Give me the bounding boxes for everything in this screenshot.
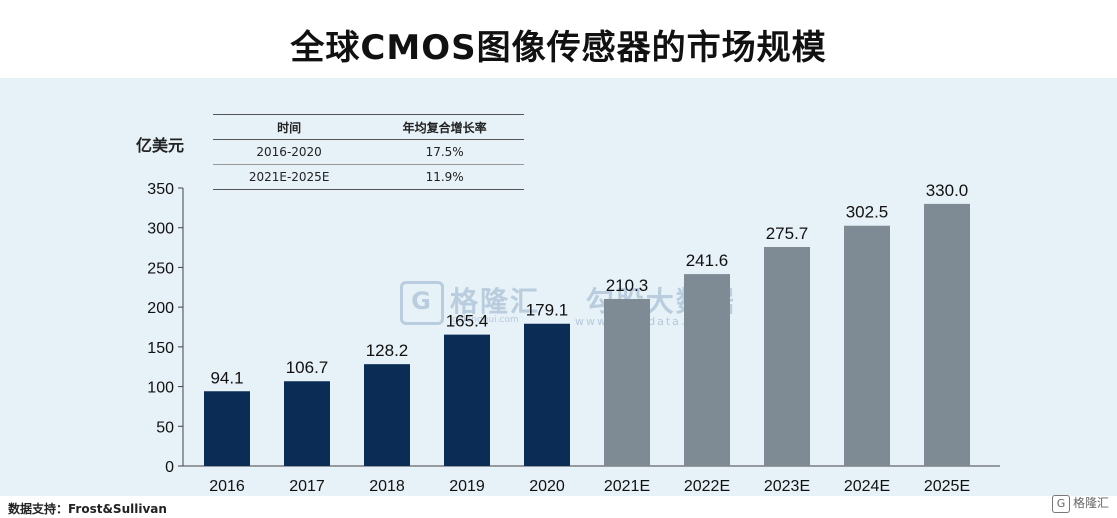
x-tick-label: 2024E: [844, 478, 890, 495]
watermark-text: 格隆汇: [450, 285, 541, 318]
x-tick-label: 2017: [289, 478, 325, 495]
bar: [524, 323, 570, 466]
x-tick-label: 2020: [529, 478, 565, 495]
watermark-logo-icon: G: [400, 281, 444, 325]
cagr-period-cell: 2016-2020: [213, 139, 366, 165]
bar-value-label: 165.4: [446, 312, 489, 331]
bar: [364, 364, 410, 466]
cagr-header-rate: 年均复合增长率: [365, 114, 524, 140]
bar: [924, 203, 970, 466]
bar-value-label: 210.3: [606, 276, 649, 295]
bar: [284, 381, 330, 466]
x-tick-label: 2019: [449, 478, 485, 495]
cagr-table-row: 2021E-2025E 11.9%: [213, 164, 524, 190]
bar-value-label: 179.1: [526, 301, 569, 320]
cagr-table: 时间 年均复合增长率 2016-2020 17.5% 2021E-2025E 1…: [213, 114, 524, 190]
bar-value-label: 128.2: [366, 341, 409, 360]
x-tick-label: 2018: [369, 478, 405, 495]
x-tick-label: 2022E: [684, 478, 730, 495]
y-tick-label: 200: [147, 300, 174, 317]
corner-logo-text: 格隆汇: [1072, 496, 1109, 510]
cagr-rate-cell: 17.5%: [365, 139, 524, 165]
x-tick-label: 2023E: [764, 478, 810, 495]
bar-value-label: 302.5: [846, 203, 889, 222]
bar-value-label: 330.0: [926, 181, 969, 200]
y-axis-unit-label: 亿美元: [136, 136, 185, 155]
bar: [604, 298, 650, 466]
y-tick-label: 250: [147, 260, 174, 277]
cagr-table-header-row: 时间 年均复合增长率: [213, 114, 524, 140]
x-tick-label: 2016: [209, 478, 245, 495]
cagr-header-period: 时间: [213, 114, 366, 140]
bar: [684, 274, 730, 466]
chart-title: 全球CMOS图像传感器的市场规模: [290, 28, 827, 68]
cagr-rate-cell: 11.9%: [365, 164, 524, 190]
corner-logo-icon: G: [1051, 494, 1070, 513]
source-note: 数据支持：Frost&Sullivan: [8, 502, 167, 516]
y-tick-label: 100: [147, 380, 174, 397]
bar: [204, 391, 250, 466]
y-tick-label: 0: [165, 459, 174, 476]
bar-value-label: 94.1: [210, 368, 243, 387]
y-tick-label: 150: [147, 340, 174, 357]
y-tick-label: 50: [156, 419, 174, 436]
bar-value-label: 106.7: [286, 358, 329, 377]
corner-logo: G 格隆汇: [1051, 494, 1109, 513]
bar: [444, 334, 490, 466]
x-tick-label: 2025E: [924, 478, 970, 495]
x-tick-label: 2021E: [604, 478, 650, 495]
bar-value-label: 241.6: [686, 251, 729, 270]
watermark-sub-left: gelonghui.com: [452, 315, 519, 325]
bar-value-label: 275.7: [766, 224, 809, 243]
cagr-period-cell: 2021E-2025E: [213, 164, 366, 190]
bar: [764, 247, 810, 466]
bar: [844, 225, 890, 466]
y-tick-label: 350: [147, 181, 174, 198]
y-tick-label: 300: [147, 221, 174, 238]
cagr-table-row: 2016-2020 17.5%: [213, 139, 524, 165]
